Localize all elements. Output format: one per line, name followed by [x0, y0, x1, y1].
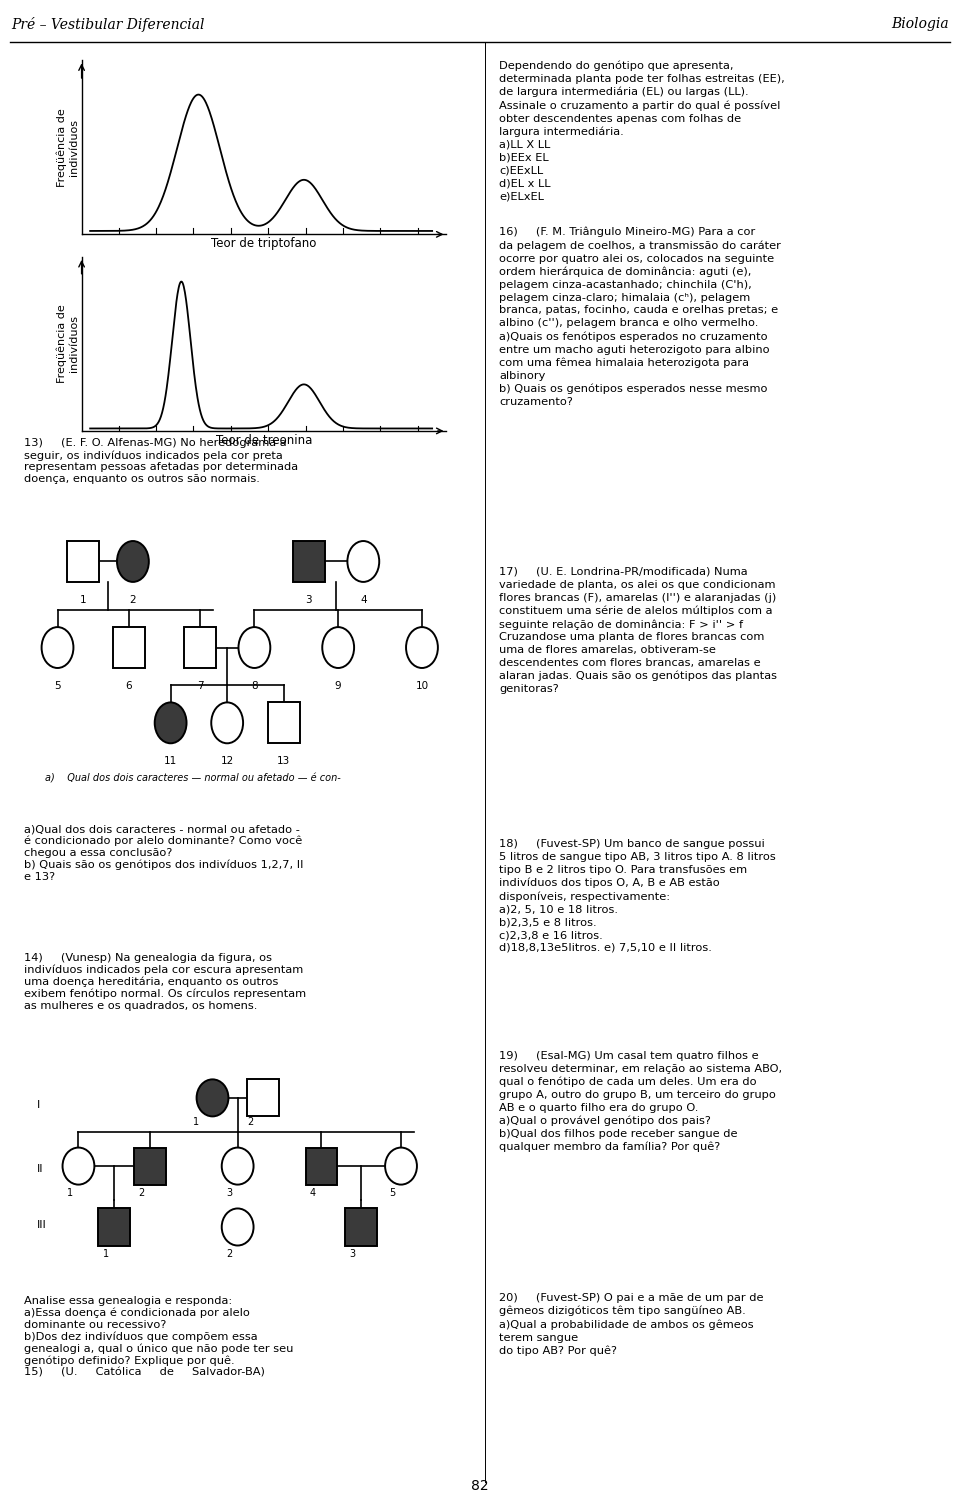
X-axis label: Teor de treonina: Teor de treonina — [216, 434, 312, 446]
Text: 3: 3 — [349, 1249, 356, 1259]
Text: III: III — [36, 1220, 46, 1229]
Text: 13)     (E. F. O. Alfenas-MG) No heredograma a
seguir, os indivíduos indicados p: 13) (E. F. O. Alfenas-MG) No heredograma… — [24, 438, 299, 484]
Bar — [346, 1208, 377, 1246]
Text: 10: 10 — [416, 680, 428, 691]
Text: 4: 4 — [360, 594, 367, 605]
Text: 17)     (U. E. Londrina-PR/modificada) Numa
variedade de planta, os alei os que : 17) (U. E. Londrina-PR/modificada) Numa … — [499, 567, 778, 694]
Text: Biologia: Biologia — [891, 17, 948, 32]
Y-axis label: Freqüência de
indivíduos: Freqüência de indivíduos — [57, 107, 79, 187]
Bar — [184, 627, 216, 668]
Text: a)    Qual dos dois caracteres — normal ou afetado — é con-: a) Qual dos dois caracteres — normal ou … — [45, 774, 341, 783]
Text: 12: 12 — [221, 756, 234, 767]
Circle shape — [222, 1148, 253, 1184]
Text: 3: 3 — [305, 594, 312, 605]
Bar — [305, 1148, 337, 1184]
Text: 20)     (Fuvest-SP) O pai e a mãe de um par de
gêmeos dizigóticos têm tipo sangü: 20) (Fuvest-SP) O pai e a mãe de um par … — [499, 1293, 764, 1356]
Text: 2: 2 — [138, 1188, 144, 1198]
Text: 11: 11 — [164, 756, 178, 767]
Text: Pré – Vestibular Diferencial: Pré – Vestibular Diferencial — [12, 17, 205, 32]
Bar — [268, 703, 300, 744]
Text: 5: 5 — [390, 1188, 396, 1198]
Bar — [247, 1080, 278, 1116]
Circle shape — [238, 627, 271, 668]
Text: 13: 13 — [277, 756, 290, 767]
Text: 4: 4 — [310, 1188, 316, 1198]
Text: 14)     (Vunesp) Na genealogia da figura, os
indivíduos indicados pela cor escur: 14) (Vunesp) Na genealogia da figura, os… — [24, 953, 306, 1010]
Circle shape — [323, 627, 354, 668]
Circle shape — [62, 1148, 94, 1184]
Text: 18)     (Fuvest-SP) Um banco de sangue possui
5 litros de sangue tipo AB, 3 litr: 18) (Fuvest-SP) Um banco de sangue possu… — [499, 839, 776, 953]
Bar — [293, 541, 324, 582]
Text: Analise essa genealogia e responda:
a)Essa doença é condicionada por alelo
domin: Analise essa genealogia e responda: a)Es… — [24, 1296, 294, 1377]
Text: 1: 1 — [80, 594, 86, 605]
Circle shape — [155, 703, 186, 744]
Text: 6: 6 — [126, 680, 132, 691]
Text: 82: 82 — [471, 1479, 489, 1492]
Circle shape — [385, 1148, 417, 1184]
Circle shape — [41, 627, 73, 668]
Y-axis label: Freqüência de
indivíduos: Freqüência de indivíduos — [57, 304, 79, 384]
Text: 1: 1 — [193, 1117, 199, 1128]
Text: 2: 2 — [247, 1117, 253, 1128]
Text: 1: 1 — [103, 1249, 108, 1259]
Text: 19)     (Esal-MG) Um casal tem quatro filhos e
resolveu determinar, em relação a: 19) (Esal-MG) Um casal tem quatro filhos… — [499, 1051, 782, 1152]
Circle shape — [348, 541, 379, 582]
Bar — [67, 541, 99, 582]
Text: 3: 3 — [227, 1188, 232, 1198]
Text: II: II — [36, 1164, 43, 1173]
Circle shape — [406, 627, 438, 668]
Text: a)Qual dos dois caracteres - normal ou afetado -
é condicionado por alelo domina: a)Qual dos dois caracteres - normal ou a… — [24, 824, 303, 881]
Text: 2: 2 — [130, 594, 136, 605]
Text: 5: 5 — [54, 680, 60, 691]
X-axis label: Teor de triptofano: Teor de triptofano — [211, 237, 317, 249]
Text: I: I — [36, 1101, 39, 1110]
Text: 2: 2 — [227, 1249, 232, 1259]
Circle shape — [197, 1080, 228, 1116]
Text: 1: 1 — [67, 1188, 73, 1198]
Text: Dependendo do genótipo que apresenta,
determinada planta pode ter folhas estreit: Dependendo do genótipo que apresenta, de… — [499, 60, 785, 201]
Bar — [133, 1148, 165, 1184]
Bar — [113, 627, 145, 668]
Text: 7: 7 — [197, 680, 204, 691]
Bar — [98, 1208, 130, 1246]
Circle shape — [211, 703, 243, 744]
Circle shape — [222, 1208, 253, 1246]
Circle shape — [117, 541, 149, 582]
Text: 9: 9 — [335, 680, 342, 691]
Text: 8: 8 — [252, 680, 257, 691]
Text: 16)     (F. M. Triângulo Mineiro-MG) Para a cor
da pelagem de coelhos, a transmi: 16) (F. M. Triângulo Mineiro-MG) Para a … — [499, 227, 781, 407]
